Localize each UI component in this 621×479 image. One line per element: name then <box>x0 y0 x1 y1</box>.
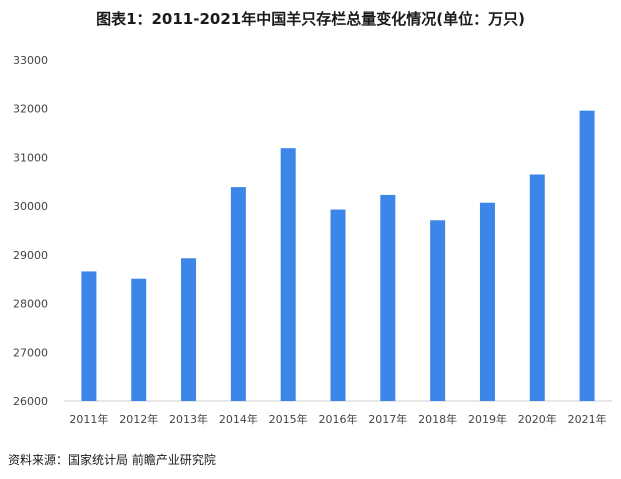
y-tick-label: 27000 <box>13 346 48 359</box>
y-axis-ticks: 26000 27000 28000 29000 30000 31000 32000 33000 <box>13 54 48 408</box>
bar-2019年 <box>479 202 495 401</box>
x-tick-label: 2014年 <box>219 412 258 426</box>
bar-chart: 26000 27000 28000 29000 30000 31000 32000 33000… <box>13 54 612 426</box>
bar-2017年 <box>380 194 396 401</box>
y-tick-label: 26000 <box>13 395 48 408</box>
bars-group <box>81 110 595 402</box>
x-tick-label: 2017年 <box>368 412 407 426</box>
y-tick-label: 31000 <box>13 151 48 164</box>
y-tick-label: 33000 <box>13 54 48 67</box>
bar-2013年 <box>181 258 197 401</box>
x-tick-label: 2016年 <box>319 412 358 426</box>
bar-2012年 <box>131 278 147 401</box>
x-tick-label: 2020年 <box>518 412 557 426</box>
bar-2018年 <box>430 220 446 401</box>
bar-2016年 <box>330 209 346 401</box>
source-note: 资料来源：国家统计局 前瞻产业研究院 <box>8 453 216 467</box>
y-tick-label: 28000 <box>13 298 48 311</box>
x-tick-label: 2021年 <box>568 412 607 426</box>
x-axis-ticks: 2011年 2012年 2013年 2014年 2015年 2016年 2017年 2018年… <box>69 412 606 426</box>
x-tick-label: 2013年 <box>169 412 208 426</box>
y-tick-label: 29000 <box>13 249 48 262</box>
x-tick-label: 2011年 <box>69 412 108 426</box>
bar-2011年 <box>81 271 97 401</box>
x-tick-label: 2019年 <box>468 412 507 426</box>
bar-2014年 <box>230 187 246 401</box>
x-tick-label: 2015年 <box>269 412 308 426</box>
y-tick-label: 32000 <box>13 103 48 116</box>
bar-2021年 <box>579 110 595 402</box>
y-tick-label: 30000 <box>13 200 48 213</box>
x-tick-label: 2018年 <box>418 412 457 426</box>
x-tick-label: 2012年 <box>119 412 158 426</box>
bar-2015年 <box>280 148 296 401</box>
bar-2020年 <box>529 174 545 401</box>
chart-title: 图表1：2011-2021年中国羊只存栏总量变化情况(单位：万只) <box>96 10 525 28</box>
